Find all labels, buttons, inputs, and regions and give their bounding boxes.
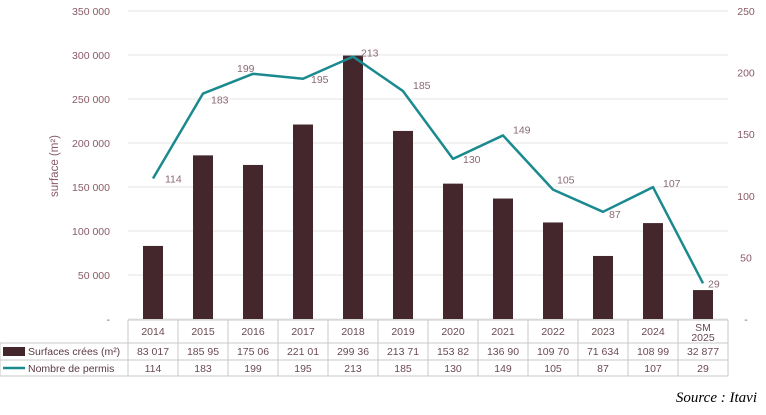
left-tick-label: - [107,314,111,326]
point-label: 183 [211,95,229,107]
point-label: 130 [463,154,481,166]
category-label: 2019 [391,326,415,338]
right-tick-label: - [744,314,748,326]
bar [643,223,663,319]
bar [393,130,413,319]
category-label: 2025 [691,332,715,344]
category-label: SM [695,322,711,334]
category-label: 2017 [291,326,315,338]
gridlines [128,10,728,320]
right-tick-label: 100 [737,191,755,203]
table-cell-permits: 87 [597,363,609,375]
point-label: 29 [708,278,720,290]
bar [293,124,313,319]
point-label: 107 [663,178,681,190]
bar [193,155,213,319]
table-cell-surface: 32 877 [687,346,719,358]
point-label: 199 [237,63,255,75]
table-cell-surface: 108 99 [637,346,669,358]
right-tick-label: 50 [740,252,752,264]
table-cell-surface: 299 36 [337,346,369,358]
point-label: 213 [361,48,379,60]
table-cell-permits: 185 [394,363,412,375]
category-label: 2014 [141,326,165,338]
table-cell-permits: 107 [644,363,662,375]
left-tick-label: 50 000 [78,270,110,282]
category-label: 2020 [441,326,465,338]
point-label: 87 [609,209,621,221]
bar [593,255,613,319]
left-tick-label: 100 000 [72,226,110,238]
table-cell-surface: 71 634 [587,346,619,358]
point-label: 105 [557,175,575,187]
source-note: Source : Itavi [675,390,757,406]
left-tick-label: 350 000 [72,6,110,18]
bar [343,55,363,319]
right-tick-label: 200 [737,68,755,80]
category-label: 2022 [541,326,565,338]
point-label: 185 [413,80,431,92]
category-label: 2018 [341,326,365,338]
table-cell-permits: 149 [494,363,512,375]
y-axis-label: surface (m²) [49,135,61,197]
category-label: 2021 [491,326,515,338]
left-tick-label: 250 000 [72,94,110,106]
bar [693,290,713,319]
point-label: 149 [513,124,531,136]
table-cell-permits: 183 [194,363,212,375]
table-cell-surface: 185 95 [187,346,219,358]
table-cell-permits: 114 [145,363,162,375]
left-axis: 350 000 300 000 250 000 200 000 150 000 100 0… [72,6,110,326]
right-axis: 250 200 150 100 50 - [737,6,755,326]
right-tick-label: 250 [737,6,755,18]
left-tick-label: 200 000 [72,138,110,150]
point-label: 195 [311,74,329,86]
table-cell-permits: 199 [244,363,262,375]
table-cell-permits: 29 [697,363,709,375]
category-label: 2024 [641,326,665,338]
left-tick-label: 300 000 [72,50,110,62]
left-tick-label: 150 000 [72,182,110,194]
table-cell-permits: 213 [344,363,362,375]
table-cell-surface: 109 70 [537,346,569,358]
bar [443,183,463,319]
category-label: 2016 [241,326,265,338]
data-table: 2014 2015 2016 2017 2018 2019 2020 2021 2022 2023… [0,319,729,377]
permits-line [151,55,705,284]
table-cell-surface: 83 017 [137,346,169,358]
category-label: 2015 [191,326,215,338]
category-label: 2023 [591,326,615,338]
table-cell-permits: 195 [294,363,312,375]
bar [243,164,263,319]
table-cell-surface: 175 06 [237,346,269,358]
legend-swatch-bars [3,347,25,356]
legend-label-line: Nombre de permis [28,363,114,375]
bar [493,198,513,319]
bar [543,222,563,319]
table-cell-permits: 105 [544,363,562,375]
right-tick-label: 150 [737,129,755,141]
table-cell-permits: 130 [444,363,462,375]
table-cell-surface: 221 01 [287,346,319,358]
line-series: 114 183 199 195 213 185 130 149 105 87 107 29 [151,48,720,290]
legend-label-bars: Surfaces crées (m²) [28,346,120,358]
bar [143,245,163,319]
bar-series [143,55,713,319]
table-cell-surface: 153 82 [437,346,469,358]
table-cell-surface: 213 71 [387,346,419,358]
table-cell-surface: 136 90 [487,346,519,358]
point-label: 114 [165,174,182,186]
